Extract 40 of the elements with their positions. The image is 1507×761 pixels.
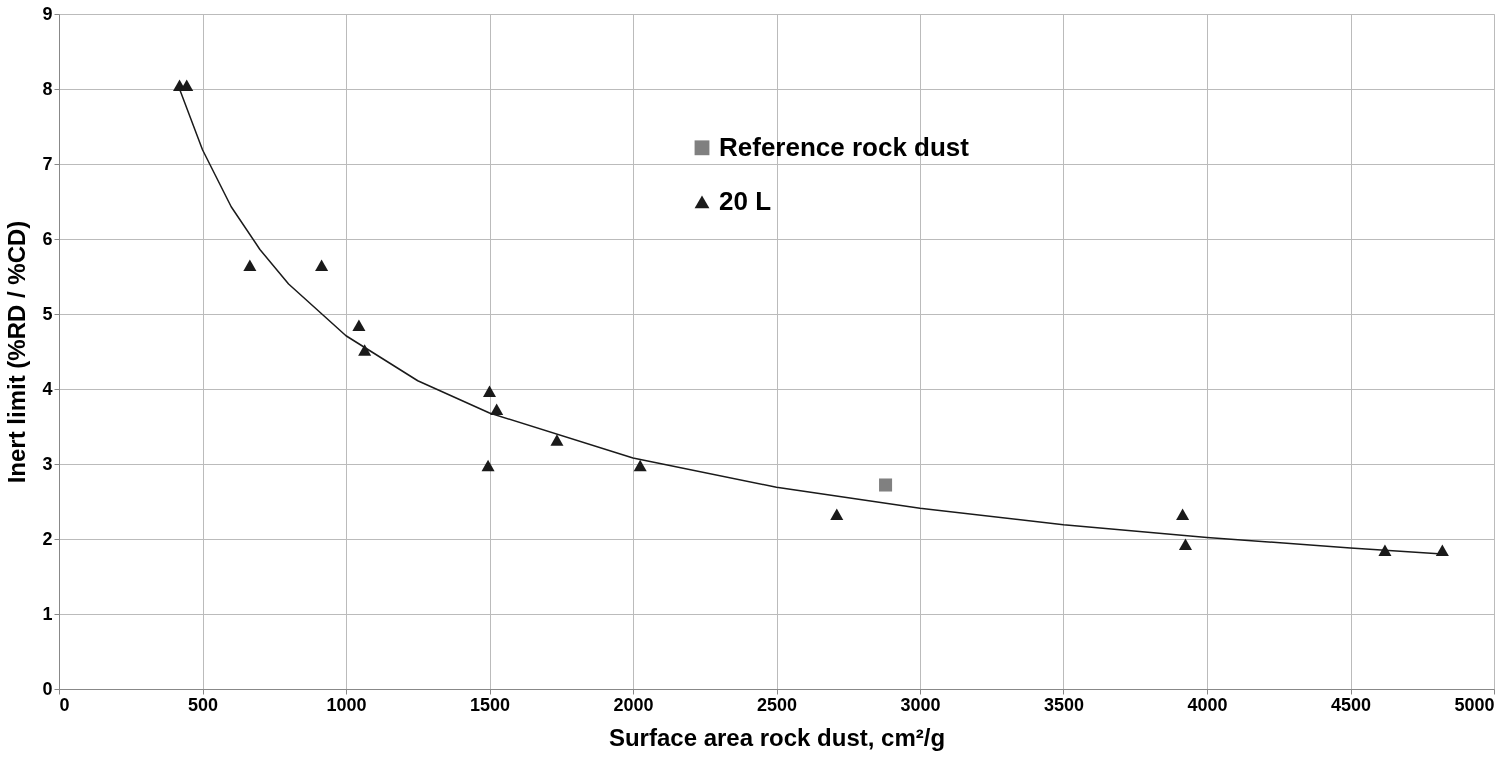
point (358, 344, 372, 356)
point (550, 434, 564, 446)
y-tick-label: 7 (42, 153, 53, 174)
y-tick-label: 0 (42, 678, 53, 699)
point (830, 508, 844, 520)
point (1435, 544, 1449, 556)
y-tick-label: 6 (42, 228, 53, 249)
legend-label: Reference rock dust (719, 131, 970, 162)
y-tick-label: 4 (42, 378, 53, 399)
point (352, 319, 366, 331)
legend-label: 20 L (719, 185, 772, 216)
point (490, 403, 504, 415)
x-tick-label: 2500 (756, 694, 798, 715)
x-tick-label: 4500 (1330, 694, 1372, 715)
point (481, 459, 495, 472)
point (1176, 508, 1190, 520)
point (482, 385, 497, 397)
point (1378, 544, 1392, 556)
point (1178, 538, 1192, 550)
x-tick-label: 1000 (326, 694, 367, 715)
y-tick-label: 2 (42, 528, 53, 549)
point (243, 259, 257, 271)
x-tick-label: 5000 (1454, 694, 1495, 715)
x-tick-label: 4000 (1187, 694, 1228, 715)
x-tick-label: 3500 (1043, 694, 1085, 715)
point (633, 459, 647, 472)
point (315, 259, 329, 271)
x-tick-label: 0 (59, 694, 70, 715)
x-tick-label: 500 (187, 694, 219, 715)
y-tick-label: 9 (42, 3, 53, 24)
y-tick-label: 3 (42, 453, 53, 474)
y-tick-label: 8 (42, 78, 53, 99)
x-tick-label: 2000 (613, 694, 654, 715)
x-axis-title: Surface area rock dust, cm²/g (608, 723, 946, 751)
point (879, 478, 893, 492)
y-tick-label: 1 (42, 603, 53, 624)
x-tick-label: 1500 (469, 694, 511, 715)
x-tick-label: 3000 (900, 694, 941, 715)
y-axis-title: Inert limit (%RD / %CD) (3, 220, 31, 484)
y-tick-label: 5 (42, 303, 53, 324)
